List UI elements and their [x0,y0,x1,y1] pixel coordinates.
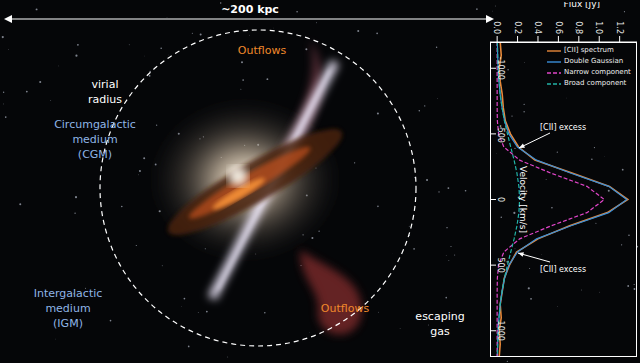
svg-text:[CII] excess: [CII] excess [540,123,586,132]
svg-text:0.6: 0.6 [554,21,563,34]
html-text:[CII] spectrum: [CII] spectrum [564,46,614,54]
svg-text:0.4: 0.4 [533,21,542,34]
svg-text:1000: 1000 [496,321,505,341]
svg-text:Intergalacticmedium(IGM): Intergalacticmedium(IGM) [34,287,103,330]
svg-text:~200 kpc: ~200 kpc [221,3,279,16]
svg-text:0.0: 0.0 [492,21,501,34]
svg-text:1.0: 1.0 [594,21,603,34]
svg-text:Outflows: Outflows [321,302,370,315]
svg-text:-1000: -1000 [496,57,505,80]
svg-text:-500: -500 [496,125,505,143]
svg-text:0.2: 0.2 [513,21,522,34]
svg-text:Outflows: Outflows [238,44,287,57]
html-text:Double Gaussian: Double Gaussian [564,57,624,65]
svg-text:Flux [Jy]: Flux [Jy] [564,2,601,9]
svg-text:500: 500 [496,257,505,272]
svg-text:Velocity [km/s]: Velocity [km/s] [518,166,528,233]
html-text:Narrow component: Narrow component [564,68,631,76]
svg-text:escapinggas: escapinggas [415,310,464,338]
svg-text:[CII] excess: [CII] excess [540,265,586,274]
svg-text:0: 0 [496,197,505,202]
svg-text:Circumgalacticmedium(CGM): Circumgalacticmedium(CGM) [54,118,136,161]
html-text:Broad component: Broad component [564,79,627,87]
svg-text:virialradius: virialradius [88,78,122,106]
svg-text:0.8: 0.8 [574,21,583,34]
svg-text:1.2: 1.2 [615,21,624,34]
